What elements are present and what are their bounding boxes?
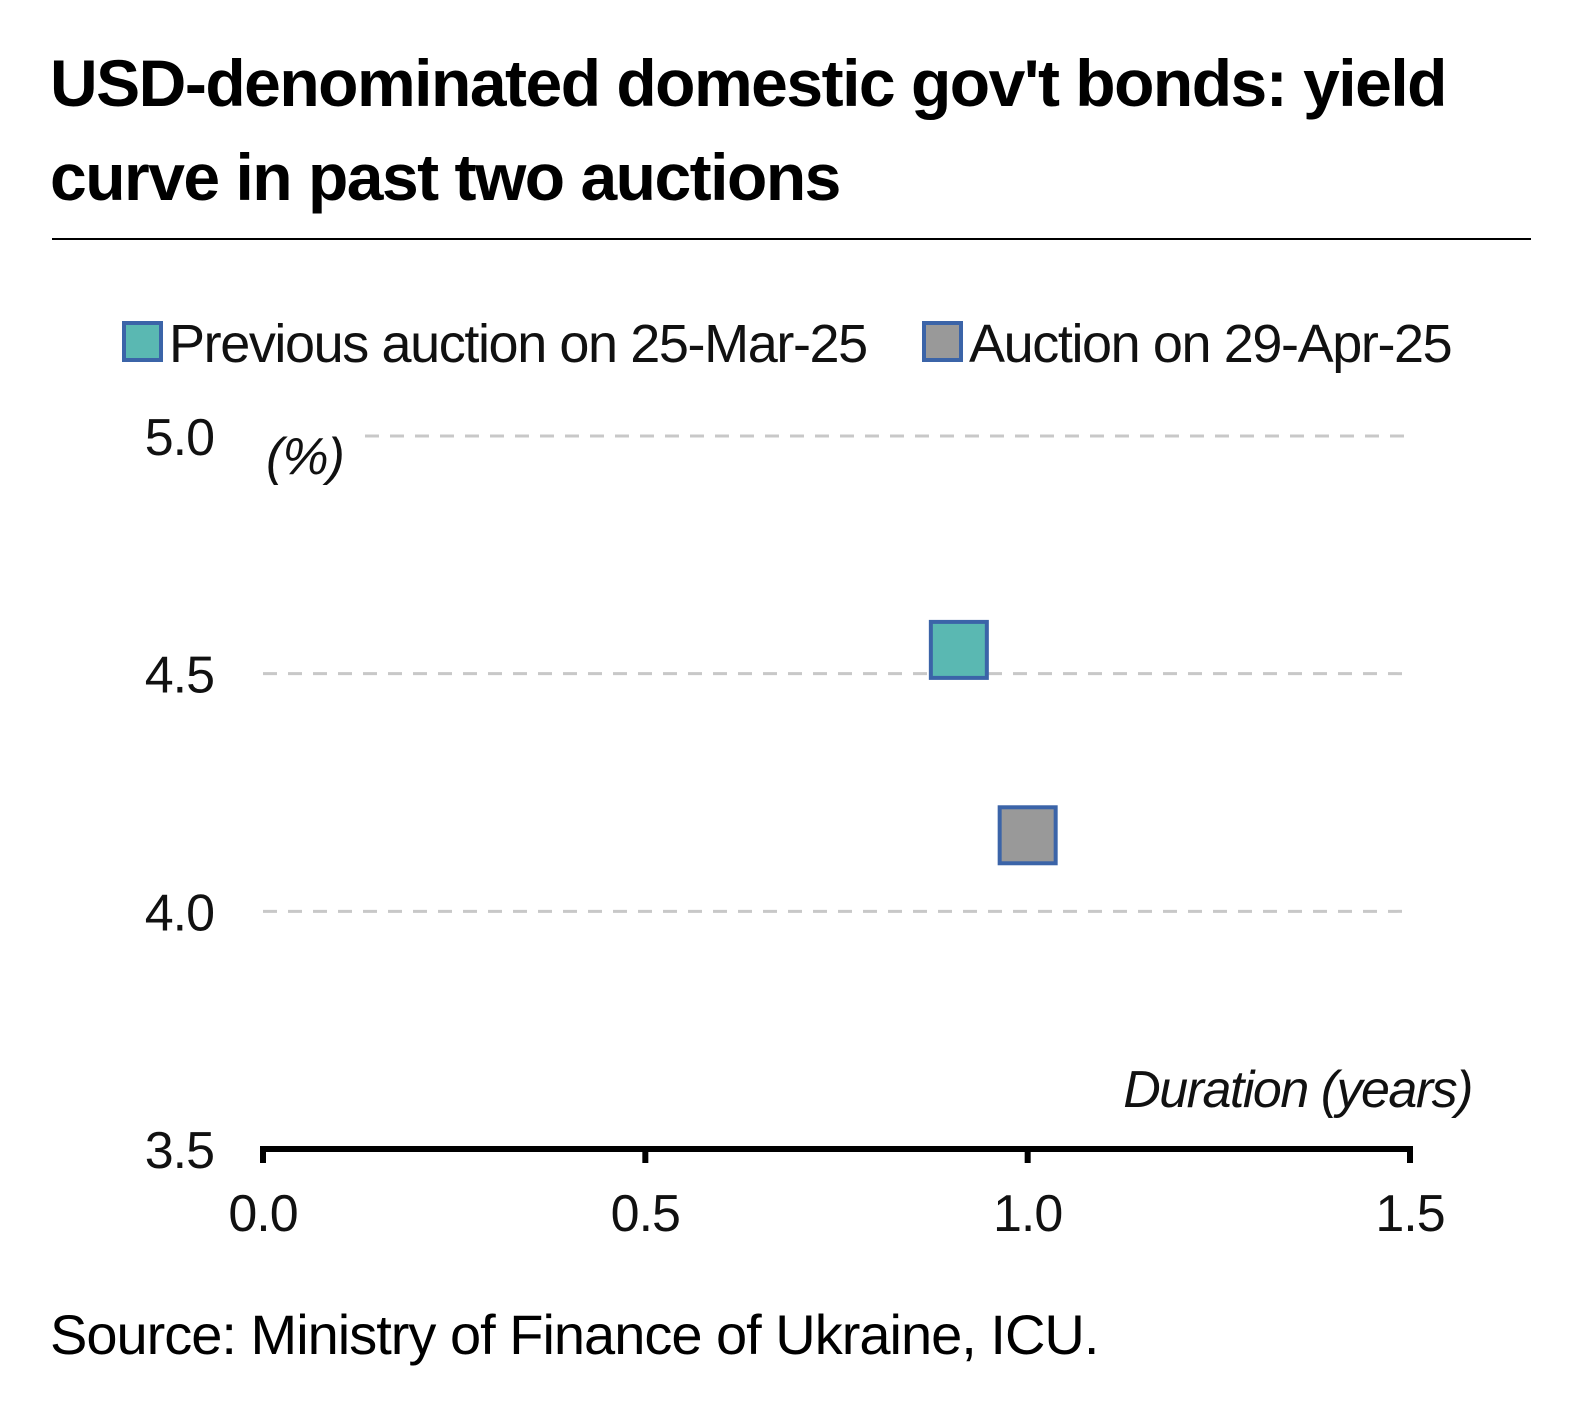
legend-swatch: [922, 321, 963, 362]
x-tick-label: 0.5: [611, 1185, 680, 1243]
x-axis-label: Duration (years): [1123, 1061, 1472, 1119]
data-point: [997, 805, 1058, 866]
y-tick-label: 3.5: [145, 1122, 214, 1180]
gridlines: [263, 434, 1410, 913]
y-tick-label: 4.0: [145, 884, 214, 942]
legend-swatch: [122, 321, 163, 362]
data-point: [928, 619, 989, 680]
y-tick-label: 5.0: [145, 409, 214, 467]
title-divider: [52, 238, 1531, 240]
y-axis-label: (%): [266, 428, 344, 486]
y-tick-label: 4.5: [145, 647, 214, 705]
x-tick-label: 1.5: [1375, 1185, 1444, 1243]
data-points: [928, 619, 1058, 866]
source-note: Source: Ministry of Finance of Ukraine, …: [50, 1303, 1099, 1366]
chart-title: USD-denominated domestic gov't bonds: yi…: [50, 46, 1447, 214]
axes: 5.0 4.5 4.0 3.5 (%) 0.0 0.5 1.0 1.5 Duration (yea…: [145, 409, 1474, 1243]
x-tick-label: 1.0: [993, 1185, 1062, 1243]
legend-label: Previous auction on 25-Mar-25: [169, 314, 867, 374]
x-tick-label: 0.0: [228, 1185, 297, 1243]
legend: Previous auction on 25-Mar-25 Auction on …: [122, 314, 1453, 374]
legend-label: Auction on 29-Apr-25: [969, 314, 1451, 374]
